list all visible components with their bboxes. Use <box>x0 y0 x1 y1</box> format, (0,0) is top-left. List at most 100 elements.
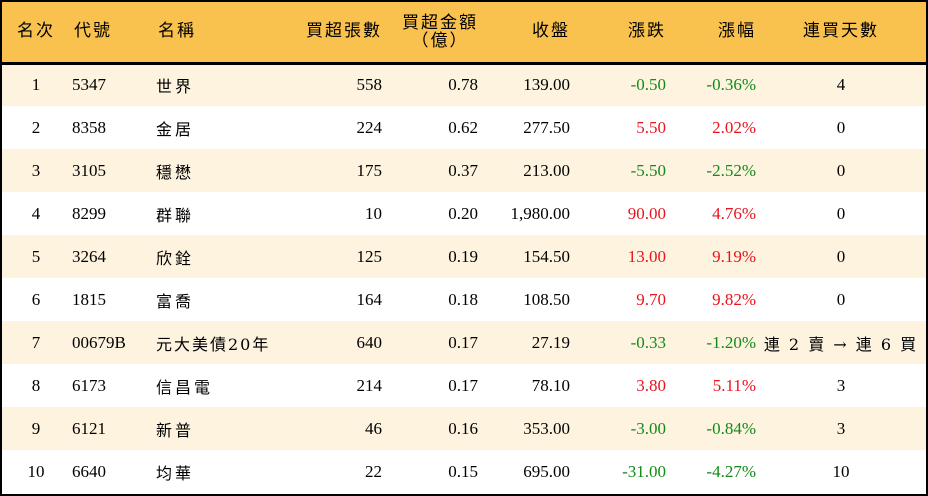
cell-name: 信昌電 <box>156 377 214 397</box>
cell-lots: 10 <box>365 203 382 223</box>
cell-rank: 2 <box>31 117 41 137</box>
cell-change-pct: -1.20% <box>706 332 756 352</box>
cell-change: 9.70 <box>636 289 666 309</box>
header-consecutive-days: 連買天數 <box>803 21 879 42</box>
cell-rank: 4 <box>31 203 41 223</box>
cell-name: 群聯 <box>156 205 195 225</box>
cell-change: 5.50 <box>636 117 666 137</box>
header-net-buy-lots: 買超張數 <box>306 21 382 42</box>
cell-name: 穩懋 <box>156 162 195 182</box>
cell-consecutive-days: 0 <box>836 160 846 180</box>
cell-change: -0.33 <box>630 332 666 352</box>
table-row: 4 8299 群聯 10 0.20 1,980.00 90.00 4.76% 0 <box>2 192 926 235</box>
cell-consecutive-days: 10 <box>832 461 850 481</box>
cell-lots: 22 <box>365 461 382 481</box>
table-row: 7 00679B 元大美債20年 640 0.17 27.19 -0.33 -1… <box>2 321 926 364</box>
cell-code: 8299 <box>72 203 106 223</box>
cell-change: -5.50 <box>630 160 666 180</box>
cell-lots: 175 <box>356 160 383 180</box>
cell-change-pct: 2.02% <box>712 117 756 137</box>
cell-lots: 224 <box>356 117 383 137</box>
cell-code: 00679B <box>72 332 126 352</box>
header-net-buy-amount-label: 買超金額 （億） <box>402 14 478 50</box>
cell-code: 3264 <box>72 246 106 266</box>
cell-change-pct: -4.27% <box>706 461 756 481</box>
cell-change-pct: -2.52% <box>706 160 756 180</box>
cell-code: 6640 <box>72 461 106 481</box>
cell-close: 139.00 <box>523 75 570 95</box>
cell-change: 13.00 <box>627 246 666 266</box>
cell-close: 213.00 <box>523 160 570 180</box>
cell-change: 90.00 <box>627 203 666 223</box>
cell-change: -31.00 <box>622 461 666 481</box>
table-row: 1 5347 世界 558 0.78 139.00 -0.50 -0.36% 4 <box>2 63 926 106</box>
cell-consecutive-days: 0 <box>836 246 846 266</box>
table-row: 2 8358 金居 224 0.62 277.50 5.50 2.02% 0 <box>2 106 926 149</box>
cell-name: 世界 <box>156 77 195 97</box>
cell-amount: 0.19 <box>448 246 478 266</box>
table-body: 1 5347 世界 558 0.78 139.00 -0.50 -0.36% 4… <box>2 63 926 493</box>
cell-change: -0.50 <box>630 75 666 95</box>
cell-amount: 0.20 <box>448 203 478 223</box>
cell-close: 1,980.00 <box>510 203 571 223</box>
cell-code: 3105 <box>72 160 106 180</box>
cell-name: 均華 <box>156 463 195 483</box>
header-net-buy-amount-line1: 買超金額 <box>402 12 478 33</box>
cell-consecutive-days: 4 <box>836 75 846 95</box>
cell-amount: 0.37 <box>448 160 478 180</box>
cell-change-pct: -0.84% <box>706 418 756 438</box>
header-rank: 名次 <box>17 21 55 42</box>
cell-name: 元大美債20年 <box>156 334 271 354</box>
cell-lots: 640 <box>356 332 383 352</box>
table-row: 9 6121 新普 46 0.16 353.00 -3.00 -0.84% 3 <box>2 407 926 450</box>
cell-close: 353.00 <box>523 418 570 438</box>
header-net-buy-amount-line2: （億） <box>411 30 469 51</box>
cell-change-pct: 9.82% <box>712 289 756 309</box>
table-row: 6 1815 富喬 164 0.18 108.50 9.70 9.82% 0 <box>2 278 926 321</box>
cell-rank: 1 <box>31 75 41 95</box>
cell-lots: 558 <box>356 75 383 95</box>
cell-name: 新普 <box>156 420 195 440</box>
cell-amount: 0.18 <box>448 289 478 309</box>
cell-change-pct: -0.36% <box>706 75 756 95</box>
header-row: 名次 代號 名稱 買超張數 買超金額 （億） 收盤 漲跌 漲幅 連買天數 <box>2 2 926 63</box>
cell-amount: 0.17 <box>448 375 478 395</box>
cell-lots: 46 <box>365 418 382 438</box>
cell-close: 108.50 <box>523 289 570 309</box>
header-change: 漲跌 <box>628 21 666 42</box>
cell-code: 6173 <box>72 375 106 395</box>
cell-rank: 5 <box>31 246 41 266</box>
header-net-buy-amount: 買超金額 （億） <box>382 2 478 63</box>
cell-change-pct: 9.19% <box>712 246 756 266</box>
header-change-pct: 漲幅 <box>718 21 756 42</box>
cell-rank: 6 <box>31 289 41 309</box>
table-header: 名次 代號 名稱 買超張數 買超金額 （億） 收盤 漲跌 漲幅 連買天數 <box>2 2 926 63</box>
cell-change-pct: 5.11% <box>712 375 756 395</box>
cell-close: 154.50 <box>523 246 570 266</box>
header-close: 收盤 <box>532 21 570 42</box>
cell-close: 277.50 <box>523 117 570 137</box>
cell-consecutive-days: 3 <box>836 375 846 395</box>
cell-amount: 0.78 <box>448 75 478 95</box>
cell-name: 欣銓 <box>156 248 195 268</box>
cell-consecutive-days: 0 <box>836 203 846 223</box>
cell-rank: 9 <box>31 418 41 438</box>
cell-change-pct: 4.76% <box>712 203 756 223</box>
cell-name: 金居 <box>156 119 195 139</box>
cell-code: 1815 <box>72 289 106 309</box>
cell-close: 695.00 <box>523 461 570 481</box>
cell-amount: 0.15 <box>448 461 478 481</box>
cell-rank: 8 <box>31 375 41 395</box>
table-row: 3 3105 穩懋 175 0.37 213.00 -5.50 -2.52% 0 <box>2 149 926 192</box>
cell-amount: 0.16 <box>448 418 478 438</box>
cell-change: -3.00 <box>630 418 666 438</box>
cell-rank: 3 <box>31 160 41 180</box>
cell-rank: 10 <box>27 461 45 481</box>
cell-lots: 125 <box>356 246 383 266</box>
header-name: 名稱 <box>158 21 196 42</box>
cell-lots: 214 <box>356 375 383 395</box>
cell-close: 27.19 <box>531 332 570 352</box>
cell-change: 3.80 <box>636 375 666 395</box>
